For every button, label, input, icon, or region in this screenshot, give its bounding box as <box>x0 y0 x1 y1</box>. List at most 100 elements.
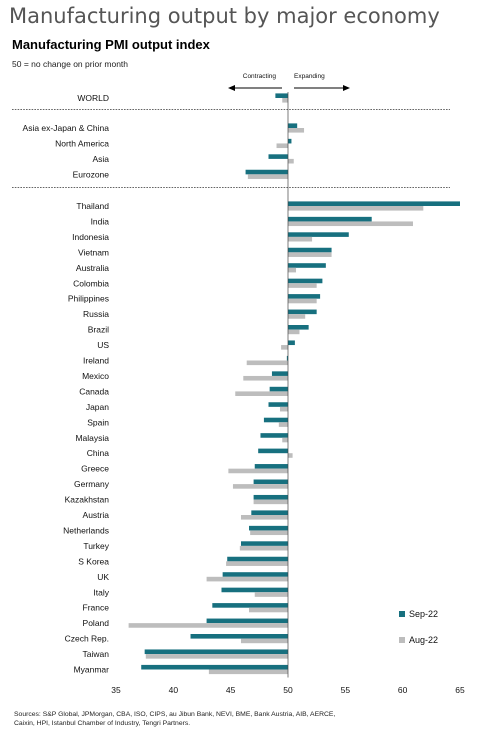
category-label: Czech Rep. <box>65 634 109 644</box>
bar-aug-22 <box>240 638 288 644</box>
bar-aug-22 <box>232 484 288 489</box>
x-tick-label: 35 <box>111 685 121 695</box>
category-label: Canada <box>79 386 109 396</box>
bar-sep-22 <box>212 603 288 608</box>
bar-sep-22 <box>260 433 288 438</box>
category-label: Spain <box>87 417 109 427</box>
category-label: Netherlands <box>63 525 109 535</box>
category-label: Asia <box>92 154 109 164</box>
bar-aug-22 <box>288 158 294 164</box>
category-label: Vietnam <box>78 247 109 257</box>
bar-sep-22 <box>288 201 460 206</box>
bar-aug-22 <box>250 530 288 536</box>
category-label: Italy <box>93 587 109 597</box>
bar-aug-22 <box>247 174 288 179</box>
bar-aug-22 <box>288 221 413 227</box>
bar-sep-22 <box>240 541 288 546</box>
bar-aug-22 <box>254 592 288 597</box>
legend-label-sep-22: Sep-22 <box>409 609 438 619</box>
bar-aug-22 <box>246 360 288 366</box>
category-label: Turkey <box>83 541 109 551</box>
bar-aug-22 <box>249 607 288 613</box>
bar-sep-22 <box>258 448 288 454</box>
bar-sep-22 <box>288 340 295 346</box>
chart-subtitle: Manufacturing PMI output index <box>12 37 210 52</box>
category-label: Brazil <box>88 325 109 335</box>
category-label: Japan <box>86 402 109 412</box>
bar-aug-22 <box>228 468 288 474</box>
bar-aug-22 <box>282 98 288 103</box>
expanding-arrow-head <box>343 85 350 91</box>
category-label: Austria <box>83 510 110 520</box>
bar-sep-22 <box>253 494 288 500</box>
category-label: Poland <box>83 618 110 628</box>
bar-aug-22 <box>281 345 288 350</box>
category-label: WORLD <box>77 93 109 103</box>
bar-aug-22 <box>288 267 297 273</box>
bar-aug-22 <box>282 437 288 443</box>
legend-swatch-sep-22 <box>399 611 405 617</box>
x-tick-label: 65 <box>455 685 465 695</box>
category-label: Mexico <box>82 371 109 381</box>
bar-aug-22 <box>288 128 305 133</box>
bar-aug-22 <box>240 515 288 520</box>
chart-main-title: Manufacturing output by major economy <box>9 4 440 28</box>
category-label: Ireland <box>83 356 109 366</box>
contracting-arrow-head <box>228 85 235 91</box>
bar-aug-22 <box>288 314 306 319</box>
bar-sep-22 <box>144 649 288 655</box>
category-label: Kazakhstan <box>65 495 110 505</box>
bar-aug-22 <box>226 561 288 566</box>
category-label: India <box>91 216 110 226</box>
bar-aug-22 <box>235 391 288 396</box>
bar-aug-22 <box>288 298 317 304</box>
bar-aug-22 <box>206 576 288 582</box>
bar-sep-22 <box>221 587 288 593</box>
x-tick-label: 55 <box>341 685 351 695</box>
bar-sep-22 <box>206 618 288 624</box>
bar-aug-22 <box>278 422 288 427</box>
bar-aug-22 <box>253 499 288 505</box>
bar-sep-22 <box>253 479 288 485</box>
category-label: Asia ex-Japan & China <box>23 123 110 133</box>
bar-sep-22 <box>141 664 288 670</box>
bar-aug-22 <box>288 236 313 242</box>
category-label: Greece <box>81 464 109 474</box>
bar-aug-22 <box>288 206 424 211</box>
bar-sep-22 <box>222 572 288 577</box>
bar-sep-22 <box>288 232 349 237</box>
x-tick-label: 40 <box>169 685 179 695</box>
x-tick-label: 45 <box>226 685 236 695</box>
bar-sep-22 <box>288 309 317 315</box>
category-label: Myanmar <box>74 665 110 675</box>
expanding-label: Expanding <box>294 73 325 80</box>
category-label: Thailand <box>76 201 109 211</box>
bar-sep-22 <box>288 294 321 299</box>
bar-sep-22 <box>288 325 309 330</box>
contracting-label: Contracting <box>243 73 277 80</box>
bar-aug-22 <box>288 252 332 257</box>
bar-aug-22 <box>145 654 288 659</box>
category-label: Indonesia <box>72 232 109 242</box>
category-label: Malaysia <box>75 433 109 443</box>
category-label: North America <box>55 138 109 148</box>
bar-sep-22 <box>288 216 372 222</box>
category-label: Germany <box>74 479 110 489</box>
bar-aug-22 <box>243 375 288 381</box>
bar-aug-22 <box>239 545 288 551</box>
x-tick-label: 50 <box>283 685 293 695</box>
x-tick-label: 60 <box>398 685 408 695</box>
legend-swatch-aug-22 <box>399 637 405 643</box>
bar-sep-22 <box>268 154 288 159</box>
bar-sep-22 <box>245 169 288 175</box>
bar-sep-22 <box>268 402 288 407</box>
bar-sep-22 <box>288 247 332 253</box>
bar-sep-22 <box>263 417 288 423</box>
bar-sep-22 <box>288 263 326 268</box>
bar-sep-22 <box>271 371 288 376</box>
category-label: France <box>83 603 110 613</box>
category-label: China <box>87 448 109 458</box>
bar-sep-22 <box>249 525 288 531</box>
category-label: S Korea <box>78 556 109 566</box>
